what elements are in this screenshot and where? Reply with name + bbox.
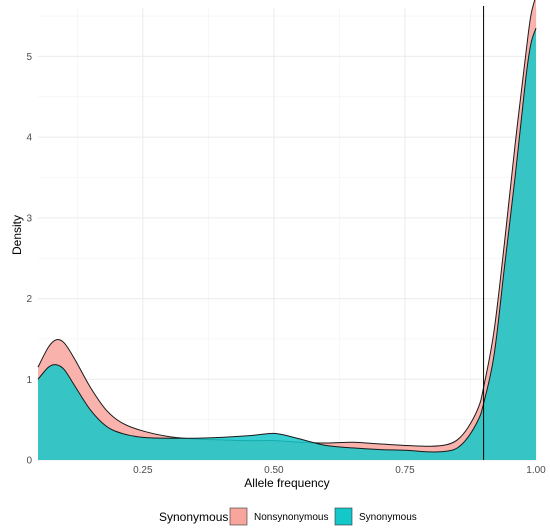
legend: Synonymous Nonsynonymous Synonymous — [159, 507, 417, 526]
y-tick-label: 2 — [26, 294, 32, 305]
x-tick-label: 0.75 — [395, 465, 415, 476]
legend-key-nonsynonymous — [229, 507, 248, 526]
y-tick-label: 4 — [26, 133, 32, 144]
y-tick-label: 5 — [26, 52, 32, 63]
legend-title: Synonymous — [159, 510, 228, 524]
density-area-layer — [37, 0, 537, 461]
legend-key-synonymous — [334, 507, 353, 526]
y-tick-label: 0 — [26, 456, 32, 467]
density-area-nonsynonymous — [38, 0, 536, 460]
y-tick-label: 3 — [26, 213, 32, 224]
x-tick-label: 1.00 — [526, 465, 546, 476]
y-tick-label: 1 — [26, 375, 32, 386]
grid-layer — [38, 8, 537, 461]
y-axis-title: Density — [10, 215, 24, 255]
x-axis-title: Allele frequency — [244, 476, 329, 490]
legend-label-synonymous: Synonymous — [359, 512, 417, 523]
density-curve-synonymous — [37, 28, 537, 453]
density-area-synonymous — [38, 28, 536, 461]
density-curve-nonsynonymous — [37, 0, 536, 447]
tick-label-layer: 0.25 0.50 0.75 1.00 0 1 2 3 4 5 — [26, 52, 546, 476]
x-tick-label: 0.25 — [133, 465, 153, 476]
legend-label-nonsynonymous: Nonsynonymous — [254, 512, 328, 523]
x-tick-label: 0.50 — [264, 465, 284, 476]
